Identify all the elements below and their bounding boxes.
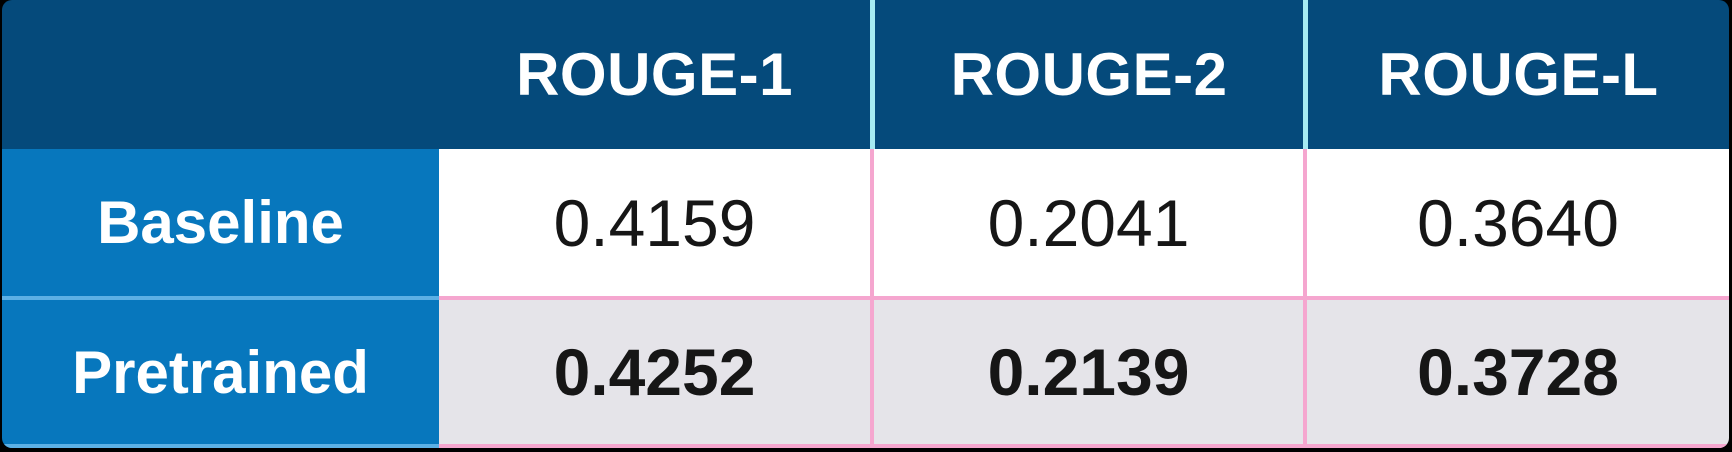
header-corner-cell [2,0,439,149]
row-label-pretrained: Pretrained [2,300,439,448]
header-cell-rouge-2: ROUGE-2 [870,0,1303,149]
cell-pretrained-rouge-l: 0.3728 [1303,300,1729,448]
header-cell-rouge-1: ROUGE-1 [439,0,870,149]
cell-pretrained-rouge-1: 0.4252 [439,300,870,448]
cell-baseline-rouge-2: 0.2041 [870,149,1303,300]
cell-baseline-rouge-l: 0.3640 [1303,149,1729,300]
cell-pretrained-rouge-2: 0.2139 [870,300,1303,448]
header-cell-rouge-l: ROUGE-L [1303,0,1729,149]
row-label-baseline: Baseline [2,149,439,300]
cell-baseline-rouge-1: 0.4159 [439,149,870,300]
